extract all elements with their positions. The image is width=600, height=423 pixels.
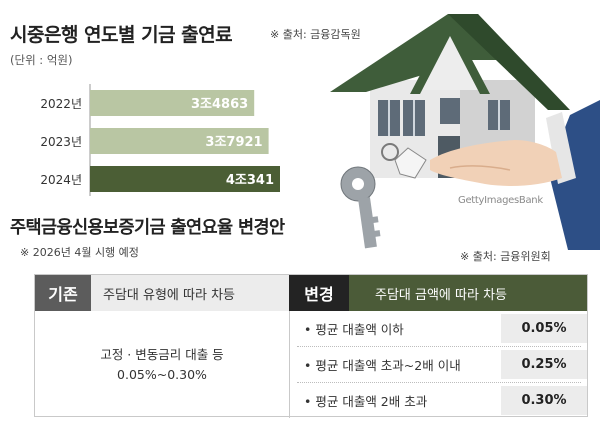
existing-body: 고정 · 변동금리 대출 등 0.05%~0.30% [35,311,289,418]
existing-line-1: 고정 · 변동금리 대출 등 [100,346,224,362]
chart-source: ※ 출처: 금융감독원 [270,28,361,41]
chart-unit: (단위 : 억원) [10,53,73,67]
rate-row-label: • 평균 대출액 초과~2배 이내 [304,358,461,373]
change-tag: 변경 [289,275,349,311]
row-separator [297,382,581,383]
rate-row: • 평균 대출액 이하 0.05% [290,311,587,346]
bar [90,128,269,154]
rate-row-label: • 평균 대출액 이하 [304,322,404,337]
existing-tag: 기존 [35,275,91,311]
rate-row: • 평균 대출액 2배 초과 0.30% [290,383,587,418]
chart-title: 시중은행 연도별 기금 출연료 [10,24,233,46]
row-separator [297,346,581,347]
section-source: ※ 출처: 금융위원회 [460,250,551,263]
bar [90,166,280,192]
section-title: 주택금융신용보증기금 출연요율 변경안 [10,218,285,238]
existing-header-text: 주담대 유형에 따라 차등 [103,287,235,303]
rate-row-label: • 평균 대출액 2배 초과 [304,394,428,409]
rate-row-value: 0.30% [501,386,587,415]
category-label: 2024년 [40,173,82,187]
value-label: 3조7921 [205,135,262,150]
existing-line-2: 0.05%~0.30% [117,366,207,382]
rate-comparison-panel: 기존 주담대 유형에 따라 차등 변경 주담대 금액에 따라 차등 고정 · 변… [34,274,588,418]
category-label: 2022년 [40,97,82,111]
rate-row-value: 0.05% [501,314,587,343]
existing-header: 기존 주담대 유형에 따라 차등 [35,275,289,311]
value-label: 4조341 [226,173,274,188]
change-header-text: 주담대 금액에 따라 차등 [375,287,507,303]
category-label: 2023년 [40,135,82,149]
watermark: GettyImagesBank [458,195,543,206]
section-note: ※ 2026년 4월 시행 예정 [20,246,139,259]
value-label: 3조4863 [191,97,248,112]
house-key-illustration [330,14,600,250]
bar [90,90,255,116]
rate-row: • 평균 대출액 초과~2배 이내 0.25% [290,347,587,382]
panel-divider [289,311,290,418]
bar-chart: 2022년 3조4863 2023년 3조7921 2024년 4조341 [40,84,280,196]
rate-row-value: 0.25% [501,350,587,379]
change-header: 변경 주담대 금액에 따라 차등 [289,275,587,311]
